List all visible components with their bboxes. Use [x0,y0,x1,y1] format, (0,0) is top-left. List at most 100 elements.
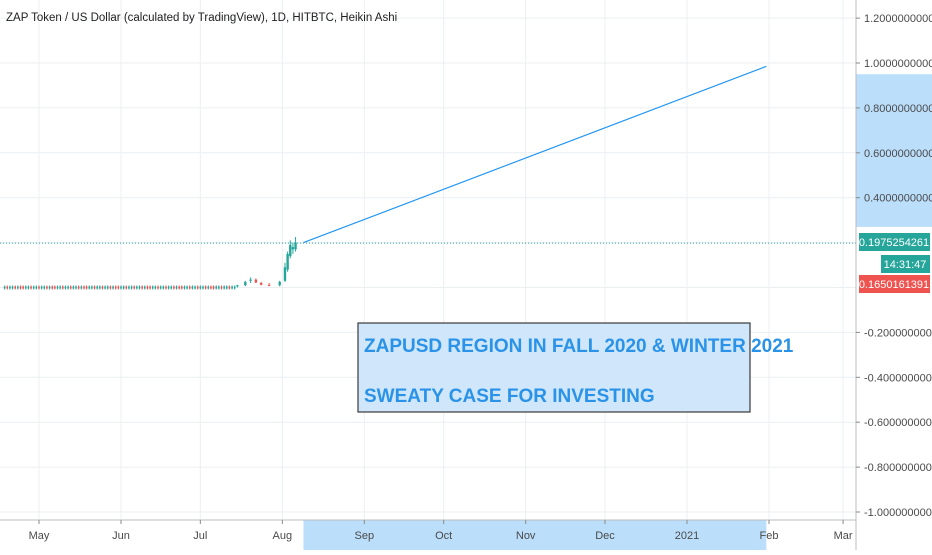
candle[interactable] [72,286,75,289]
candle[interactable] [3,286,6,289]
candle[interactable] [51,286,54,289]
candle[interactable] [162,286,165,289]
candle[interactable] [30,286,32,289]
candle[interactable] [210,286,212,289]
annotation-rect[interactable] [357,322,751,413]
candle[interactable] [101,286,104,289]
candle[interactable] [254,279,258,283]
candle[interactable] [149,286,151,289]
candle[interactable] [91,286,93,289]
candle[interactable] [167,286,170,289]
candle[interactable] [278,281,281,286]
candle[interactable] [173,286,175,289]
candle[interactable] [170,286,173,289]
candle[interactable] [75,286,77,289]
candle[interactable] [138,286,141,289]
candle[interactable] [294,242,297,250]
candle[interactable] [215,286,218,289]
candle[interactable] [218,286,220,289]
candle[interactable] [136,286,138,289]
candle[interactable] [112,286,114,289]
candle[interactable] [236,285,239,287]
candle[interactable] [231,286,233,289]
candle[interactable] [46,286,48,289]
candle[interactable] [38,286,40,289]
candle[interactable] [267,284,271,286]
candle[interactable] [120,286,122,289]
candle[interactable] [202,286,204,289]
candle[interactable] [9,286,11,289]
candle[interactable] [114,286,117,289]
candle[interactable] [159,286,162,289]
candle[interactable] [291,247,295,250]
candle[interactable] [175,286,178,289]
candle[interactable] [24,286,27,289]
candle[interactable] [204,286,207,289]
candles[interactable] [3,236,297,290]
candle[interactable] [194,286,196,289]
candle[interactable] [35,286,38,289]
candle[interactable] [233,286,236,289]
candle[interactable] [186,286,188,289]
candle[interactable] [109,286,112,289]
candle[interactable] [212,286,215,289]
candle[interactable] [128,286,130,289]
candle[interactable] [143,286,146,289]
candle[interactable] [69,286,72,289]
candle[interactable] [196,286,199,289]
candle[interactable] [165,286,167,289]
candle[interactable] [62,286,64,289]
candle[interactable] [223,286,225,289]
candle[interactable] [6,286,9,289]
candle[interactable] [54,286,56,289]
candle[interactable] [191,286,194,289]
candle[interactable] [32,286,35,289]
candle[interactable] [228,286,231,289]
candle[interactable] [48,286,51,289]
candle[interactable] [85,286,88,289]
candle[interactable] [259,283,263,285]
candle[interactable] [99,286,101,289]
candle[interactable] [154,286,157,289]
candle[interactable] [80,286,83,289]
candle[interactable] [14,286,16,289]
candle[interactable] [289,244,292,257]
candle[interactable] [96,286,98,289]
candle[interactable] [83,286,85,289]
candle[interactable] [43,286,46,289]
candle[interactable] [207,286,210,289]
candle[interactable] [183,286,186,289]
candle[interactable] [77,286,80,289]
candle[interactable] [27,286,30,289]
candle[interactable] [283,267,287,281]
candle[interactable] [59,286,61,289]
candle[interactable] [122,286,125,289]
candle[interactable] [11,286,14,289]
candle[interactable] [225,286,228,289]
candle[interactable] [151,286,154,289]
candle[interactable] [188,286,191,289]
candle[interactable] [181,286,183,289]
candle[interactable] [130,286,133,289]
candle[interactable] [56,286,59,289]
trendline[interactable] [303,65,767,244]
candle[interactable] [104,286,106,289]
candle[interactable] [67,286,69,289]
annotation-box[interactable]: ZAPUSD REGION IN FALL 2020 & WINTER 2021… [357,322,794,413]
candle[interactable] [178,286,180,289]
candle[interactable] [19,286,22,289]
candle[interactable] [286,253,289,270]
candle[interactable] [157,286,159,289]
candle[interactable] [88,286,91,289]
candle[interactable] [133,286,136,289]
candle[interactable] [244,281,247,286]
candle[interactable] [117,286,120,289]
candle[interactable] [64,286,67,289]
candle[interactable] [40,286,43,289]
candle[interactable] [146,286,149,289]
candle[interactable] [220,286,223,289]
candle[interactable] [106,286,109,289]
trend-line[interactable] [303,65,767,244]
